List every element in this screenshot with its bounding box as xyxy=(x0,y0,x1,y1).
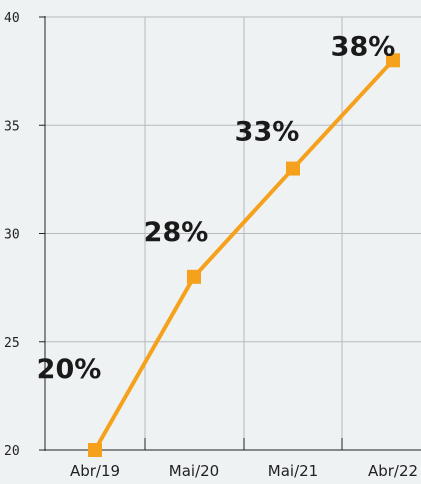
data-label: 38% xyxy=(331,31,396,62)
x-tick-label: Mai/20 xyxy=(169,462,219,480)
data-point-marker xyxy=(88,443,102,457)
data-point-marker xyxy=(386,53,400,68)
data-labels: 20% 28% 33% 38% xyxy=(37,31,396,385)
data-label: 33% xyxy=(235,117,300,148)
x-tick-label: Abr/22 xyxy=(368,462,418,480)
x-tick-label: Abr/19 xyxy=(70,462,120,480)
series-line xyxy=(93,58,395,451)
data-point-marker xyxy=(286,161,300,176)
y-tick-label: 25 xyxy=(4,336,20,351)
series-polyline xyxy=(93,58,395,451)
data-label: 20% xyxy=(37,354,102,385)
y-tick-labels: 20 25 30 35 40 xyxy=(4,11,20,459)
grid-lines xyxy=(45,16,421,451)
y-tick-label: 30 xyxy=(4,228,20,243)
y-tick-label: 40 xyxy=(4,11,20,26)
x-tick-label: Mai/21 xyxy=(268,462,318,480)
y-tick-label: 20 xyxy=(4,444,20,459)
y-tick-label: 35 xyxy=(4,119,20,134)
data-point-marker xyxy=(187,269,201,284)
data-markers xyxy=(88,53,400,457)
x-tick-labels: Abr/19 Mai/20 Mai/21 Abr/22 xyxy=(70,462,418,480)
data-label: 28% xyxy=(144,217,209,248)
axes xyxy=(39,16,421,451)
